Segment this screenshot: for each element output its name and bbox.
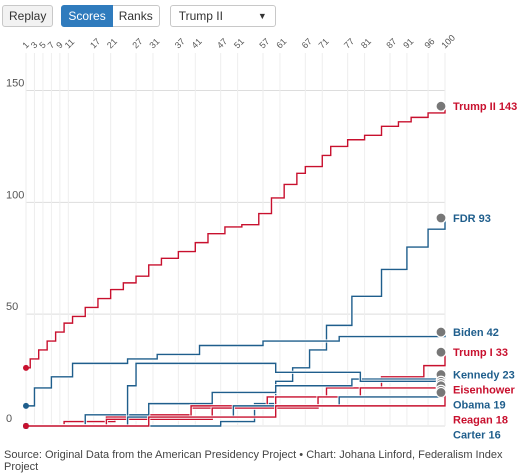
x-tick-label: 91 — [401, 36, 415, 50]
y-tick-label: 50 — [6, 301, 18, 313]
series-end-label: Carter 16 — [453, 430, 501, 442]
x-tick-label: 57 — [257, 36, 271, 50]
series-line — [26, 106, 445, 368]
series-line — [26, 218, 445, 426]
series-end-marker — [436, 347, 446, 357]
series-end-marker — [436, 101, 446, 111]
x-tick-label: 47 — [215, 36, 229, 50]
chevron-down-icon: ▼ — [258, 11, 267, 21]
series-end-label: FDR 93 — [453, 213, 491, 225]
series-line — [26, 381, 445, 426]
x-tick-label: 41 — [190, 36, 204, 50]
series-halo — [26, 218, 445, 426]
y-tick-label: 150 — [6, 78, 24, 90]
x-tick-label: 21 — [105, 36, 119, 50]
y-tick-label: 0 — [6, 413, 12, 425]
president-select[interactable]: Trump II ▼ — [170, 5, 276, 27]
series-halo — [26, 106, 445, 368]
series-halo — [26, 332, 445, 406]
series-start-point — [23, 403, 29, 409]
view-toggle: Scores Ranks — [61, 5, 159, 27]
x-tick-label: 27 — [130, 36, 144, 50]
x-tick-label: 37 — [173, 36, 187, 50]
chart-controls: Replay Scores Ranks Trump II ▼ — [2, 4, 276, 28]
ranks-toggle-button[interactable]: Ranks — [113, 5, 160, 27]
series-start-point — [23, 423, 29, 429]
source-caption: Source: Original Data from the American … — [4, 449, 517, 473]
x-tick-label: 81 — [359, 36, 373, 50]
x-tick-label: 17 — [88, 36, 102, 50]
y-tick-label: 100 — [6, 189, 24, 201]
x-tick-label: 61 — [274, 36, 288, 50]
x-tick-label: 11 — [63, 37, 77, 51]
x-tick-label: 100 — [439, 33, 457, 51]
x-tick-label: 31 — [147, 36, 161, 50]
series-end-label: Obama 19 — [453, 400, 506, 412]
series-end-label: Kennedy 23 — [453, 370, 515, 382]
series-end-label: Biden 42 — [453, 327, 499, 339]
series-end-marker — [436, 213, 446, 223]
scores-toggle-button[interactable]: Scores — [61, 5, 112, 27]
x-tick-label: 87 — [384, 36, 398, 50]
series-end-marker — [436, 387, 446, 397]
president-select-value: Trump II — [179, 9, 223, 23]
series-start-point — [23, 365, 29, 371]
x-tick-label: 67 — [300, 36, 314, 50]
x-tick-label: 51 — [232, 36, 246, 50]
series-line — [26, 332, 445, 406]
series-end-marker — [436, 327, 446, 337]
x-tick-label: 77 — [342, 36, 356, 50]
series-end-label: Trump I 33 — [453, 347, 508, 359]
series-end-label: Eisenhower 20 — [453, 385, 517, 397]
replay-button[interactable]: Replay — [2, 5, 53, 27]
x-tick-label: 96 — [422, 36, 436, 50]
x-tick-label: 71 — [317, 36, 331, 50]
series-end-label: Reagan 18 — [453, 415, 508, 427]
series-end-label: Trump II 143 — [453, 101, 517, 113]
